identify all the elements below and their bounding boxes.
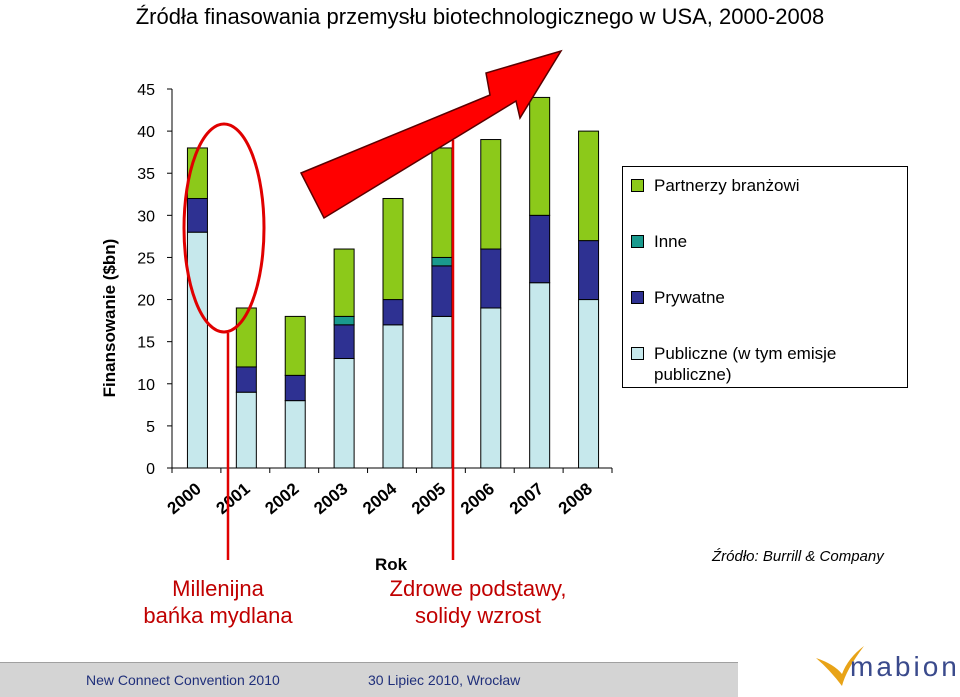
x-tick-label: 2001 xyxy=(212,479,253,518)
bar-segment xyxy=(186,231,208,469)
bar-segment xyxy=(480,307,502,469)
bubble-ellipse xyxy=(182,122,266,334)
bar-segment xyxy=(529,214,551,284)
x-tick-label: 2004 xyxy=(359,479,401,518)
legend-item-publiczne: Publiczne (w tym emisje publiczne) xyxy=(631,343,894,385)
bar-segment xyxy=(235,391,257,469)
bar-segment xyxy=(431,265,453,317)
y-tick-label: 15 xyxy=(137,335,155,352)
bar-segment xyxy=(480,139,502,250)
legend-swatch xyxy=(631,291,644,304)
mabion-logo: mabion xyxy=(816,646,960,686)
bar-segment xyxy=(480,248,502,309)
footer-date: 30 Lipiec 2010, Wrocław xyxy=(368,672,521,688)
legend-item-inne: Inne xyxy=(631,231,894,252)
x-tick-label: 2007 xyxy=(506,479,547,518)
y-tick-label: 40 xyxy=(137,124,155,141)
bar-segment xyxy=(284,400,306,469)
legend-swatch xyxy=(631,347,644,360)
bar-segment xyxy=(431,147,453,258)
chart-title: Źródła finasowania przemysłu biotechnolo… xyxy=(135,4,825,29)
bar-segment xyxy=(186,197,208,233)
growth-arrow-icon xyxy=(299,49,563,220)
legend-label: Inne xyxy=(654,232,688,251)
bar-segment xyxy=(235,366,257,393)
legend-label: Publiczne (w tym emisje publiczne) xyxy=(654,344,837,384)
bar-segment xyxy=(382,197,404,301)
legend-label: Prywatne xyxy=(654,288,725,307)
bar-segment xyxy=(431,256,453,267)
footer-bar: New Connect Convention 2010 30 Lipiec 20… xyxy=(0,662,738,697)
bar-segment xyxy=(431,315,453,469)
bar-segment xyxy=(529,96,551,216)
y-tick-label: 5 xyxy=(146,419,155,436)
bar-segment xyxy=(333,248,355,317)
x-tick-label: 2006 xyxy=(457,479,498,518)
growth-line-1: Zdrowe podstawy, xyxy=(389,576,567,601)
legend-item-prywatne: Prywatne xyxy=(631,287,894,308)
logo-text: mabion xyxy=(850,651,960,682)
bar-segment xyxy=(284,315,306,376)
legend-item-partnerzy: Partnerzy branżowi xyxy=(631,175,894,196)
bar-segment xyxy=(578,130,600,242)
y-tick-label: 25 xyxy=(137,250,155,267)
x-tick-label: 2005 xyxy=(408,479,449,518)
x-tick-label: 2002 xyxy=(261,479,302,518)
bar-segment xyxy=(333,324,355,360)
bubble-line-2: bańka mydlana xyxy=(143,603,293,628)
bar-segment xyxy=(578,299,600,469)
bubble-line-1: Millenijna xyxy=(172,576,264,601)
chart-area: 0 5 10 15 20 25 30 35 40 45 Finansowanie ($bn) 2000… xyxy=(100,49,613,560)
bar-segment xyxy=(529,282,551,469)
bar-segment xyxy=(578,240,600,301)
legend-swatch xyxy=(631,179,644,192)
source-note: Źródło: Burrill & Company xyxy=(712,548,884,565)
footer-event: New Connect Convention 2010 xyxy=(86,672,280,688)
y-tick-label: 0 xyxy=(146,461,155,478)
x-axis-label: Rok xyxy=(375,555,408,574)
bar-segment xyxy=(382,324,404,469)
bar-segment xyxy=(333,358,355,469)
growth-annotation: Zdrowe podstawy, solidy wzrost xyxy=(358,575,598,629)
bar-segment xyxy=(333,315,355,326)
y-tick-label: 35 xyxy=(137,166,155,183)
y-tick-label: 10 xyxy=(137,377,155,394)
x-tick-label: 2003 xyxy=(310,479,351,518)
bar-segment xyxy=(382,299,404,326)
bubble-annotation: Millenijna bańka mydlana xyxy=(118,575,318,629)
legend-swatch xyxy=(631,235,644,248)
y-axis-label: Finansowanie ($bn) xyxy=(100,239,119,398)
y-tick-label: 30 xyxy=(137,208,155,225)
bar-segment xyxy=(284,374,306,402)
y-tick-label: 45 xyxy=(137,82,155,99)
chart-legend: Partnerzy branżowi Inne Prywatne Publicz… xyxy=(622,166,908,388)
growth-line-2: solidy wzrost xyxy=(415,603,541,628)
x-tick-label: 2008 xyxy=(555,479,596,518)
x-tick-label: 2000 xyxy=(164,479,205,518)
y-tick-label: 20 xyxy=(137,293,155,310)
logo-swoosh-icon xyxy=(816,646,864,686)
legend-label: Partnerzy branżowi xyxy=(654,176,800,195)
